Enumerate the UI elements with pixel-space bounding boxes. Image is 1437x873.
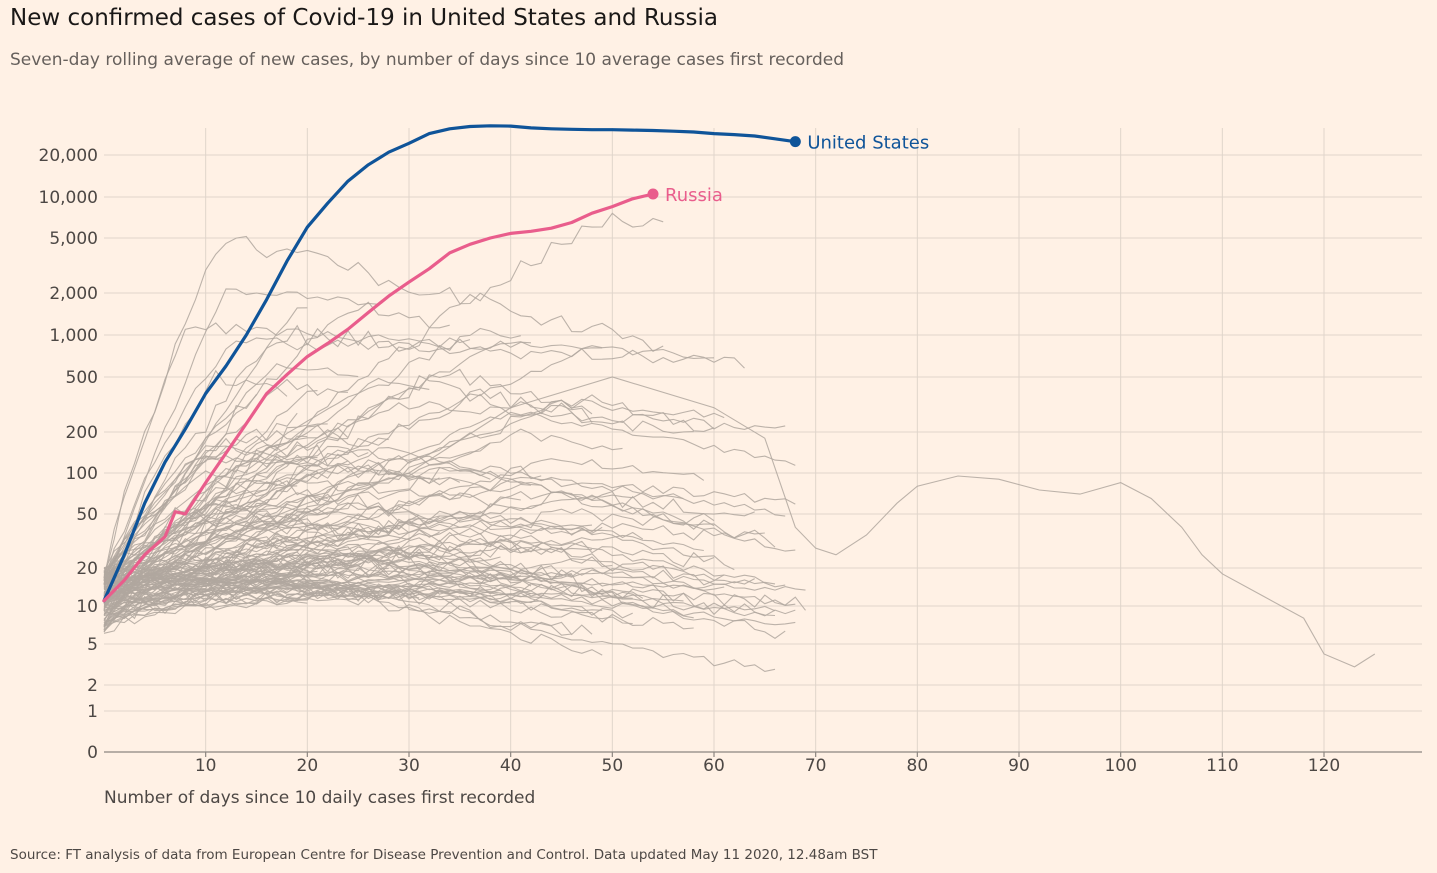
background-country-line [103, 467, 328, 587]
y-tick-label: 10,000 [39, 188, 98, 208]
x-axis-label: Number of days since 10 daily cases firs… [104, 788, 535, 808]
background-country-line [103, 552, 776, 617]
background-country-line [103, 577, 288, 622]
background-country-line [103, 570, 572, 636]
y-tick-label: 10 [76, 597, 98, 617]
y-tick-label: 1 [87, 702, 98, 722]
y-tick-label: 500 [66, 368, 98, 388]
background-country-line [103, 322, 471, 579]
background-country-line [103, 516, 440, 576]
background-country-line [103, 540, 715, 577]
x-tick-label: 60 [703, 756, 725, 776]
background-country-line [103, 393, 257, 610]
background-country-line [103, 569, 725, 594]
background-country-line [103, 324, 532, 595]
x-tick-label: 30 [398, 756, 420, 776]
x-tick-label: 10 [195, 756, 217, 776]
russia-label: Russia [665, 185, 723, 206]
background-country-line [103, 507, 359, 627]
background-country-line [103, 491, 715, 596]
background-country-line [103, 341, 603, 588]
x-tick-label: 50 [602, 756, 624, 776]
background-country-line [103, 523, 318, 578]
background-country-line [103, 558, 776, 614]
x-tick-label: 120 [1308, 756, 1340, 776]
russia-line [102, 192, 655, 603]
x-tick-label: 80 [907, 756, 929, 776]
chart-title: New confirmed cases of Covid-19 in Unite… [10, 5, 718, 31]
background-country-line [103, 502, 786, 588]
background-country-line [103, 575, 511, 604]
background-country-line [103, 388, 694, 578]
background-country-line [103, 449, 786, 628]
background-country-line [103, 363, 359, 574]
background-country-line [103, 589, 796, 626]
y-tick-label: 2,000 [49, 284, 98, 304]
x-tick-label: 20 [297, 756, 319, 776]
y-tick-label: 2 [87, 676, 98, 696]
united-states-label: United States [807, 133, 929, 154]
background-country-line [103, 574, 532, 587]
background-series-layer [103, 212, 1376, 672]
background-country-line [103, 235, 664, 578]
background-country-line [103, 585, 257, 604]
x-tick-label: 40 [500, 756, 522, 776]
russia-end-marker [647, 188, 659, 200]
y-tick-label: 20,000 [39, 146, 98, 166]
background-country-line [103, 435, 308, 590]
background-country-line [103, 567, 308, 604]
y-tick-label: 5 [87, 635, 98, 655]
x-tick-label: 90 [1008, 756, 1030, 776]
y-tick-label: 200 [66, 423, 98, 443]
background-country-line [103, 212, 664, 600]
y-tick-label: 1,000 [49, 326, 98, 346]
chart-subtitle: Seven-day rolling average of new cases, … [10, 50, 845, 70]
background-country-line [103, 485, 298, 597]
background-country-line [103, 301, 450, 573]
background-country-line [103, 502, 603, 628]
background-country-line [103, 458, 705, 624]
grid-layer [104, 128, 1422, 752]
background-country-line [103, 445, 318, 586]
background-country-line [103, 376, 1376, 668]
background-country-line [103, 549, 521, 632]
highlight-series-layer: United States Russia [102, 124, 929, 603]
x-tick-label: 110 [1206, 756, 1238, 776]
background-country-line [103, 401, 786, 604]
y-tick-label: 0 [87, 743, 98, 763]
y-tick-label: 20 [76, 559, 98, 579]
y-tick-label: 50 [76, 505, 98, 525]
background-country-line [103, 345, 715, 582]
background-country-line [103, 288, 379, 611]
y-tick-label: 5,000 [49, 229, 98, 249]
y-tick-label: 100 [66, 464, 98, 484]
x-tick-label: 70 [805, 756, 827, 776]
x-tick-label: 100 [1104, 756, 1136, 776]
source-note: Source: FT analysis of data from Europea… [10, 847, 878, 863]
background-country-line [103, 377, 430, 576]
axis-layer: 0 1 2 5 10 20 50 100 200 500 1,000 2,000 5,000 10,000… [39, 146, 1422, 776]
united-states-end-marker [789, 136, 801, 148]
background-country-line [103, 508, 715, 634]
background-country-line [103, 476, 796, 599]
united-states-line [102, 124, 797, 603]
background-country-line [103, 447, 796, 581]
